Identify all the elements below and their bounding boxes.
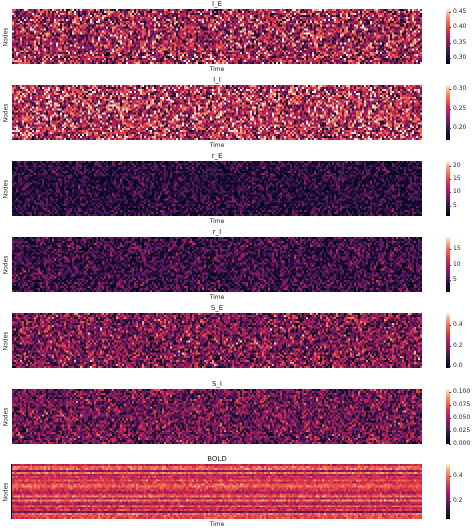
heatmap-panel-i-i: I_I Nodes Time 0.20 0.25 0.30 [0,76,474,151]
colorbar-ticks: 0.30 0.35 0.40 0.45 [448,8,474,64]
heatmap-grid [12,9,422,64]
colorbar-tick-label: 0.4 [449,472,463,479]
colorbar [446,9,450,64]
colorbar-tick-label: 15 [449,245,461,252]
x-axis-label: Time [209,521,225,528]
y-axis-label: Nodes [2,331,10,351]
x-axis-label: Time [209,294,225,301]
colorbar-tick-label: 0.2 [449,342,463,349]
y-axis-label: Nodes [2,27,10,47]
colorbar-tick-label: 10 [449,261,461,268]
colorbar-tick-label: 5 [449,202,457,209]
colorbar-tick-label: 0.025 [448,427,471,434]
colorbar-tick-label: 0.2 [449,497,463,504]
colorbar [446,237,450,292]
colorbar-tick-label: 10 [449,188,461,195]
heatmap-grid [12,237,422,292]
heatmap-panel-r-e: r_E Nodes Time 5 10 15 20 [0,152,474,227]
panel-title: r_E [211,152,223,160]
heatmap-grid [12,313,422,368]
colorbar-ticks: 0.2 0.4 [449,464,474,519]
x-axis-label: Time [209,66,225,73]
colorbar-tick-label: 0.45 [448,8,467,15]
heatmap-panel-r-i: r_I Nodes Time 5 10 15 [0,228,474,303]
colorbar-tick-label: 0.000 [448,440,471,447]
colorbar-ticks: 5 10 15 [449,237,474,292]
colorbar-tick-label: 0.35 [448,39,467,46]
x-axis-label: Time [209,142,225,149]
colorbar-tick-label: 0.075 [448,401,471,408]
colorbar-ticks: 0.0 0.2 0.4 [449,313,474,369]
heatmap-grid [12,161,422,216]
y-axis-label: Nodes [2,103,10,123]
heatmap-grid [12,85,422,140]
colorbar [446,389,450,444]
colorbar-tick-label: 0.30 [448,85,467,92]
colorbar-tick-label: 0.20 [448,124,467,131]
heatmap-panel-i-e: I_E Nodes Time 0.30 0.35 0.40 0.45 [0,0,474,75]
colorbar-tick-label: 0.100 [448,388,471,395]
panel-title: I_I [213,76,221,84]
heatmap-grid [12,464,422,519]
colorbar [446,313,450,368]
y-axis-label: Nodes [2,482,10,502]
colorbar-tick-label: 0.40 [448,23,467,30]
colorbar [446,85,450,140]
colorbar [446,161,450,216]
colorbar-ticks: 0.20 0.25 0.30 [448,85,474,140]
y-axis-label: Nodes [2,407,10,427]
colorbar-tick-label: 0.0 [449,362,463,369]
x-axis-label: Time [209,218,225,225]
colorbar-tick-label: 0.30 [448,54,467,61]
colorbar-tick-label: 0.4 [449,321,463,328]
y-axis-label: Nodes [2,255,10,275]
heatmap-grid [12,389,422,444]
panel-title: r_I [212,228,222,236]
colorbar-ticks: 5 10 15 20 [449,161,474,216]
colorbar-tick-label: 5 [449,276,457,283]
heatmap-panel-bold: BOLD Nodes Time 0.2 0.4 [0,455,474,530]
panel-title: BOLD [207,455,227,463]
colorbar-tick-label: 15 [449,175,461,182]
colorbar-tick-label: 0.25 [448,105,467,112]
colorbar [446,464,450,519]
panel-title: I_E [212,0,222,8]
heatmap-panel-s-e: S_E Nodes 0.0 0.2 0.4 [0,304,474,379]
colorbar-ticks: 0.000 0.025 0.050 0.075 0.100 [448,388,474,447]
colorbar-tick-label: 0.050 [448,414,471,421]
heatmap-panel-s-i: S_I Nodes 0.000 0.025 0.050 0.075 0.100 [0,380,474,455]
y-axis-label: Nodes [2,179,10,199]
panel-title: S_I [211,380,222,388]
panel-title: S_E [210,304,224,312]
colorbar-tick-label: 20 [449,162,461,169]
